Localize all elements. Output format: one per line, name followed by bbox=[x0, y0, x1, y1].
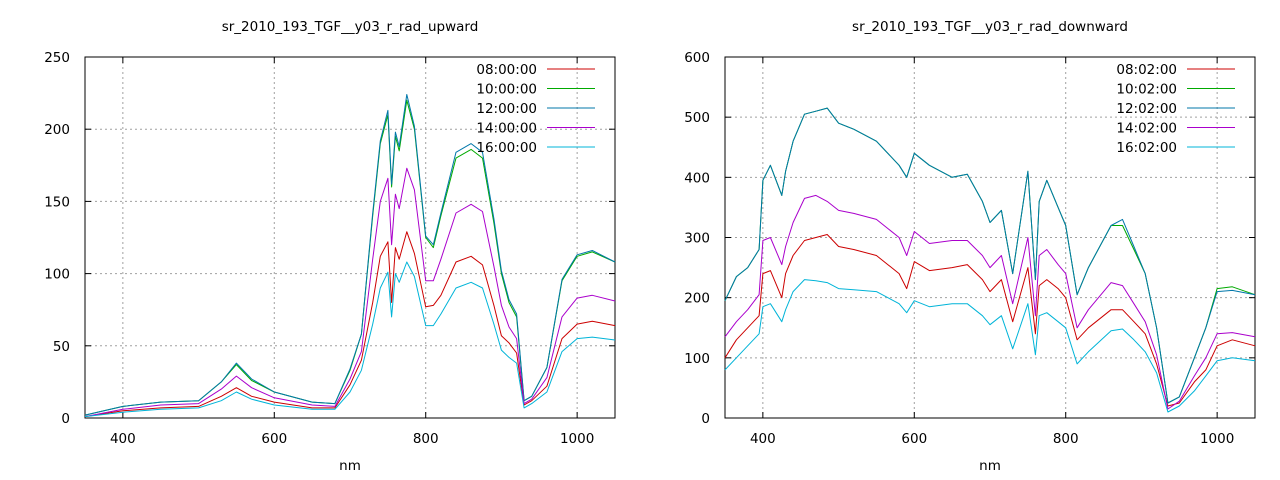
y-tick-label: 200 bbox=[44, 122, 70, 138]
legend-label: 16:02:00 bbox=[1116, 140, 1177, 156]
legend-label: 08:02:00 bbox=[1116, 62, 1177, 78]
chart-panel-2: 400 600 800 1000 0 100 200 300 400 500 600 sr_2010_… bbox=[684, 19, 1256, 474]
y-tick-label: 100 bbox=[684, 351, 710, 367]
chart-title: sr_2010_193_TGF__y03_r_rad_upward bbox=[222, 19, 479, 35]
y-tick-label: 0 bbox=[701, 411, 710, 427]
series-line-160000 bbox=[84, 261, 616, 418]
y-tick-label: 50 bbox=[53, 339, 70, 355]
x-tick-label: 600 bbox=[901, 431, 927, 447]
legend-label: 14:00:00 bbox=[476, 121, 537, 137]
y-tick-label: 300 bbox=[684, 231, 710, 247]
x-tick-label: 1000 bbox=[1200, 431, 1234, 447]
legend-label: 14:02:00 bbox=[1116, 121, 1177, 137]
legend-label: 10:02:00 bbox=[1116, 82, 1177, 98]
x-tick-label: 1000 bbox=[560, 431, 594, 447]
series-line-120200 bbox=[724, 107, 1256, 404]
y-tick-label: 250 bbox=[44, 50, 70, 66]
y-tick-label: 0 bbox=[61, 411, 70, 427]
y-tick-label: 100 bbox=[44, 267, 70, 283]
legend-label: 10:00:00 bbox=[476, 82, 537, 98]
series-line-140000 bbox=[84, 167, 616, 418]
legend-label: 12:00:00 bbox=[476, 101, 537, 117]
legend: 08:02:00 10:02:00 12:02:00 14:02:00 16:02:00 bbox=[1116, 62, 1235, 156]
y-tick-label: 500 bbox=[684, 110, 710, 126]
x-tick-label: 800 bbox=[1053, 431, 1079, 447]
chart-title: sr_2010_193_TGF__y03_r_rad_downward bbox=[852, 19, 1128, 35]
y-tick-label: 150 bbox=[44, 194, 70, 210]
chart-panel-1: 400 600 800 1000 0 50 100 150 200 250 sr_2010_193_… bbox=[44, 19, 616, 474]
series-line-160200 bbox=[724, 279, 1256, 413]
legend-label: 12:02:00 bbox=[1116, 101, 1177, 117]
y-tick-label: 600 bbox=[684, 50, 710, 66]
series-line-140200 bbox=[724, 194, 1256, 410]
series-line-080200 bbox=[724, 234, 1256, 407]
x-axis-label: nm bbox=[339, 458, 361, 474]
legend-label: 08:00:00 bbox=[476, 62, 537, 78]
x-axis-label: nm bbox=[979, 458, 1001, 474]
y-tick-label: 400 bbox=[684, 170, 710, 186]
legend: 08:00:00 10:00:00 12:00:00 14:00:00 16:00:00 bbox=[476, 62, 595, 156]
y-tick-label: 200 bbox=[684, 291, 710, 307]
x-tick-label: 800 bbox=[413, 431, 439, 447]
x-tick-label: 600 bbox=[261, 431, 287, 447]
plot-frame bbox=[84, 56, 616, 419]
legend-label: 16:00:00 bbox=[476, 140, 537, 156]
x-tick-label: 400 bbox=[110, 431, 136, 447]
x-tick-label: 400 bbox=[750, 431, 776, 447]
